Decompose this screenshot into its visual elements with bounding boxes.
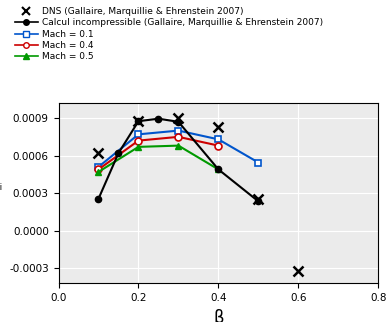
X-axis label: β: β xyxy=(213,309,224,322)
Legend: DNS (Gallaire, Marquillie & Ehrenstein 2007), Calcul incompressible (Gallaire, M: DNS (Gallaire, Marquillie & Ehrenstein 2… xyxy=(12,5,326,64)
Y-axis label: ωᵢ: ωᵢ xyxy=(0,179,2,193)
